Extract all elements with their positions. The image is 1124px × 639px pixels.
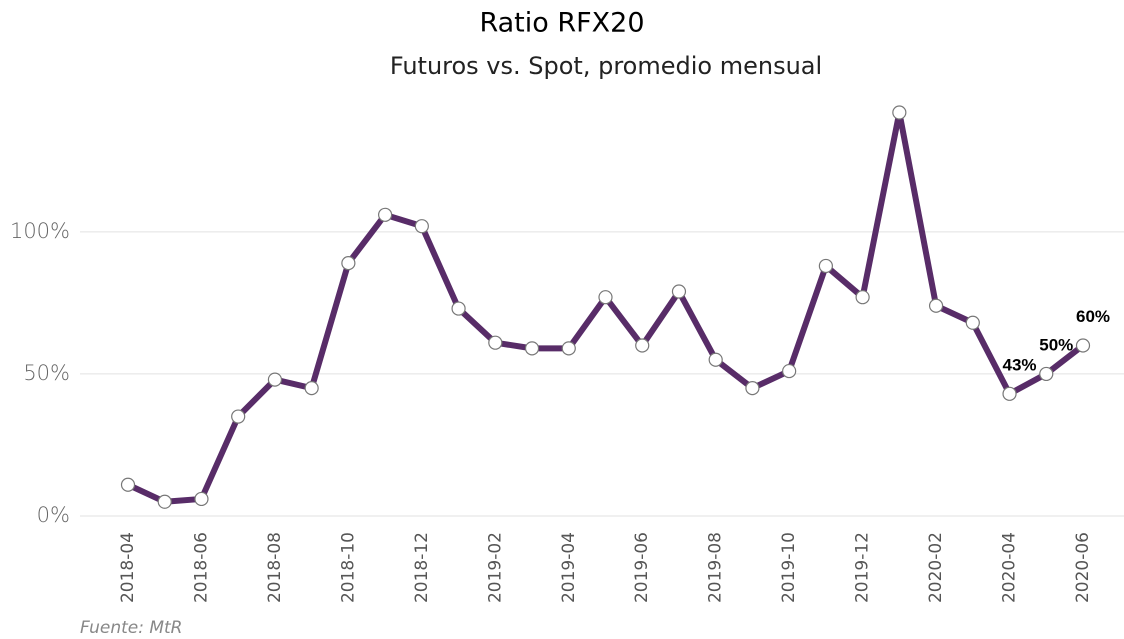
- marker: [231, 409, 246, 424]
- x-tick-label: 2019-08: [706, 532, 726, 603]
- marker: [194, 491, 209, 507]
- x-tick-label: 2018-10: [338, 532, 358, 603]
- chart-subtitle: Futuros vs. Spot, promedio mensual: [390, 52, 822, 80]
- marker: [524, 341, 540, 356]
- data-label: 43%: [1003, 355, 1037, 374]
- x-tick-label: 2019-02: [485, 532, 505, 603]
- marker: [1039, 366, 1054, 382]
- marker: [818, 258, 833, 274]
- marker: [892, 105, 907, 120]
- y-tick-label: 100%: [10, 219, 70, 243]
- marker: [635, 338, 650, 353]
- chart-title: Ratio RFX20: [479, 8, 644, 39]
- x-tick-label: 2018-06: [191, 532, 211, 603]
- marker: [157, 494, 172, 509]
- marker: [855, 290, 870, 305]
- y-tick-label: 0%: [37, 503, 70, 527]
- x-tick-label: 2019-06: [632, 532, 652, 603]
- marker: [120, 477, 136, 492]
- marker: [414, 219, 429, 234]
- marker: [488, 335, 503, 350]
- marker: [341, 256, 356, 271]
- x-tick-label: 2020-02: [926, 532, 946, 603]
- marker: [304, 381, 319, 396]
- marker: [267, 372, 283, 387]
- x-tick-label: 2019-04: [559, 532, 579, 603]
- marker: [378, 207, 393, 222]
- marker: [965, 315, 980, 330]
- marker: [928, 298, 944, 313]
- y-tick-label: 50%: [23, 361, 70, 385]
- marker: [598, 290, 613, 305]
- data-label: 60%: [1076, 307, 1110, 326]
- x-tick-label: 2018-12: [412, 532, 432, 603]
- marker: [745, 381, 760, 396]
- marker: [671, 284, 687, 299]
- marker: [782, 363, 797, 379]
- marker: [1075, 338, 1091, 353]
- marker: [561, 341, 576, 356]
- x-tick-label: 2018-04: [118, 532, 138, 603]
- source: Fuente: MtR: [80, 618, 183, 638]
- x-tick-label: 2019-12: [853, 532, 873, 603]
- marker: [1002, 386, 1017, 401]
- marker: [451, 301, 466, 316]
- x-tick-label: 2020-04: [1000, 532, 1020, 603]
- x-tick-label: 2020-06: [1073, 532, 1093, 603]
- x-tick-label: 2018-08: [265, 532, 285, 603]
- x-tick-label: 2019-10: [779, 532, 799, 603]
- marker: [708, 352, 723, 367]
- data-label: 50%: [1039, 335, 1073, 354]
